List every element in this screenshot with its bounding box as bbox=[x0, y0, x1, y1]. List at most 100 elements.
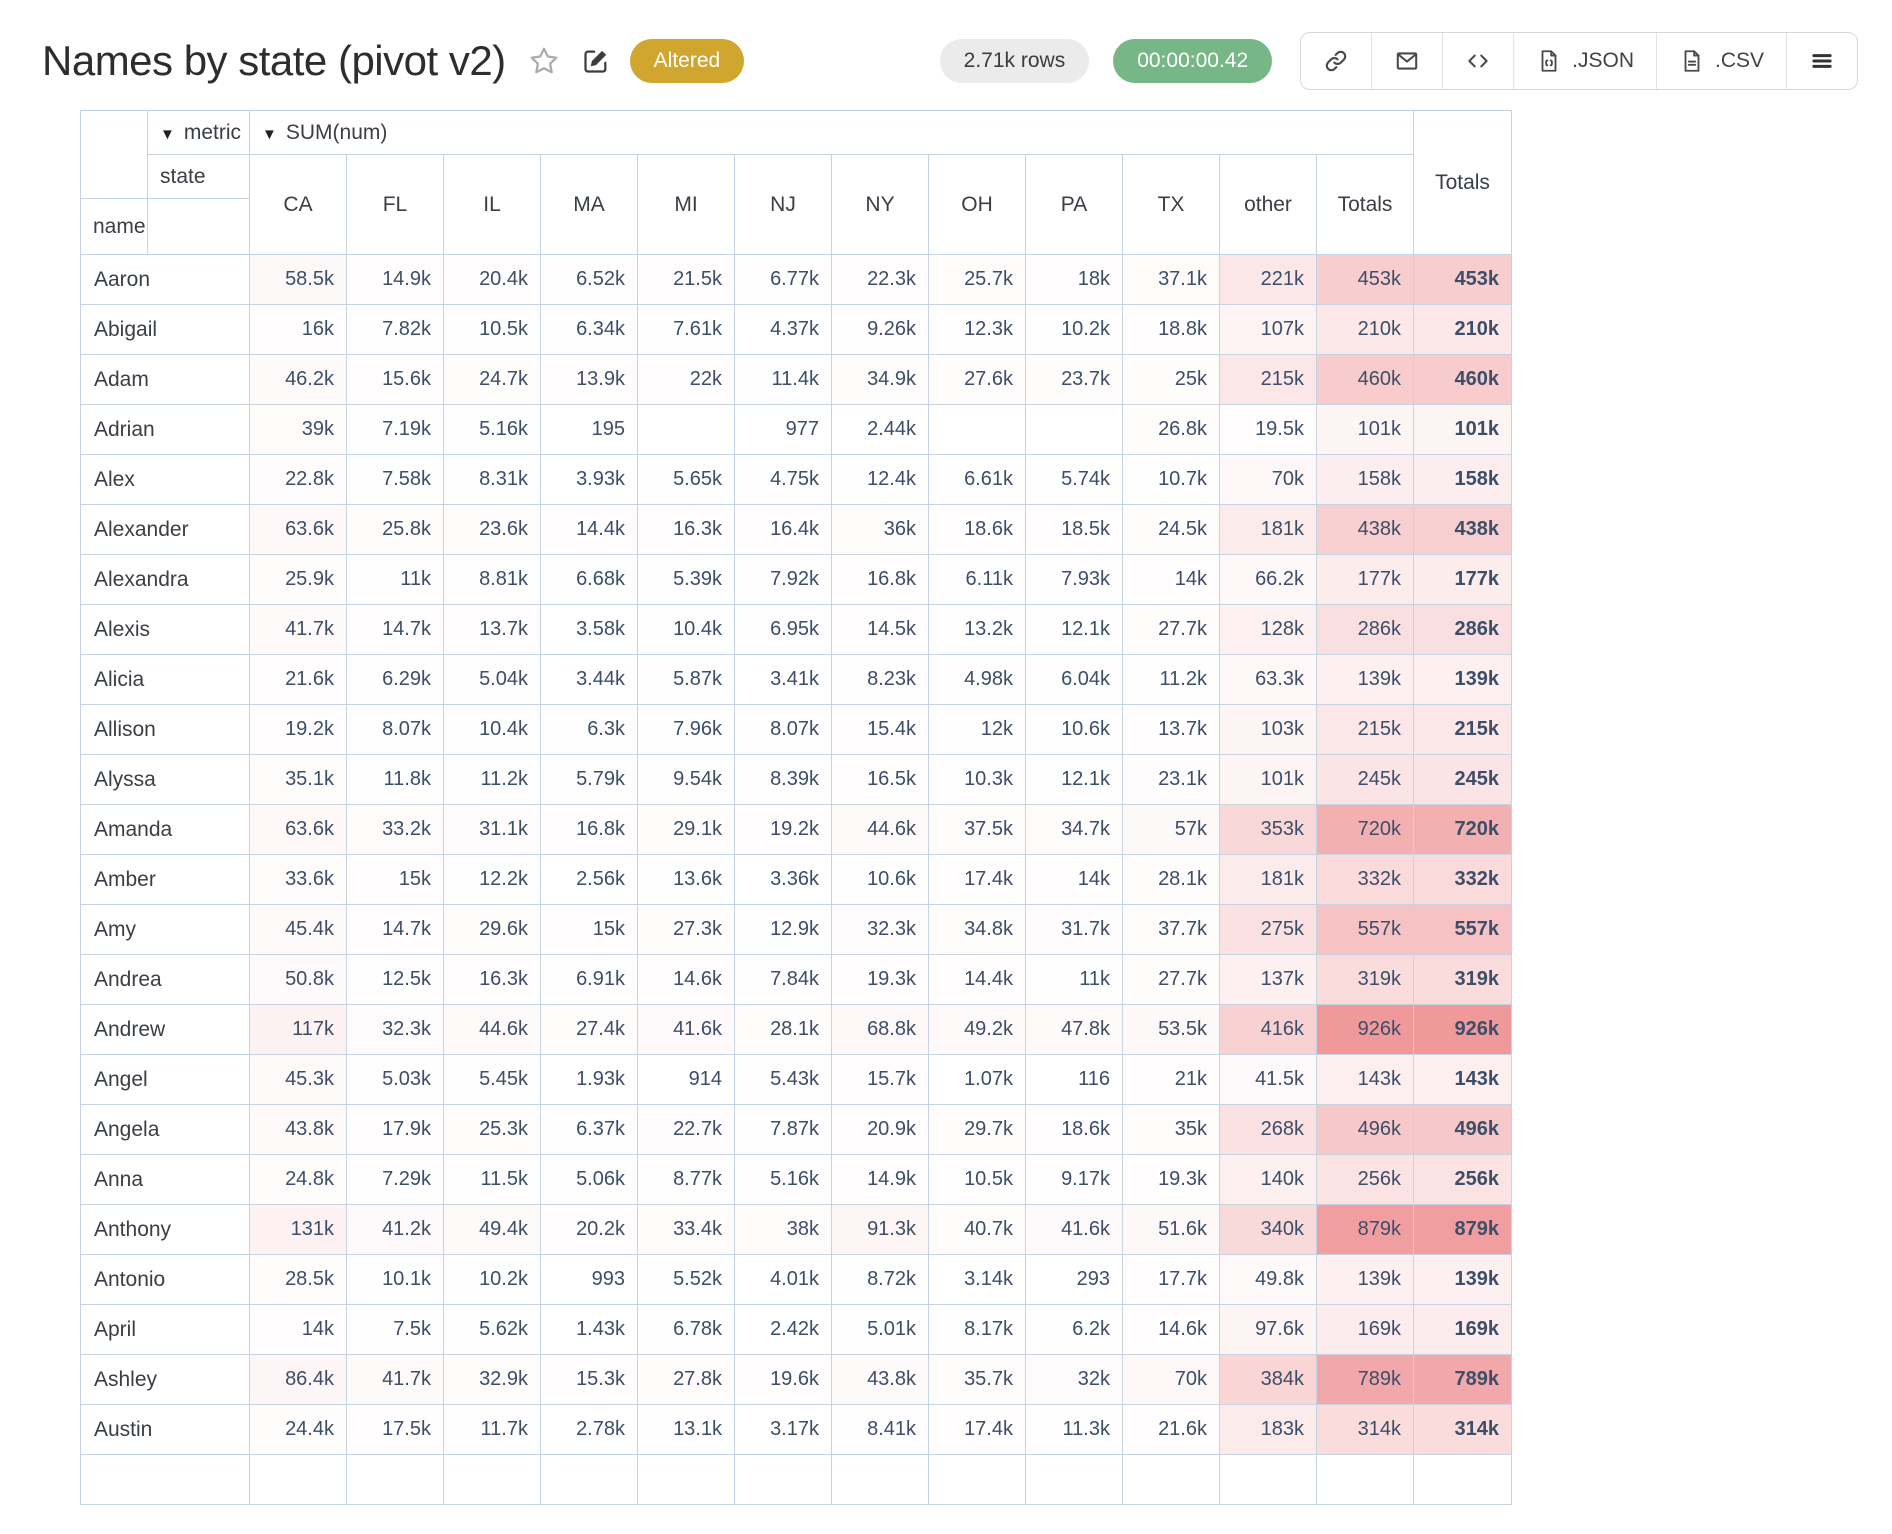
value-cell: 6.34k bbox=[540, 304, 638, 355]
row-subtotal-cell: 319k bbox=[1316, 954, 1414, 1005]
value-cell: 8.39k bbox=[734, 754, 832, 805]
column-header-ca: CA bbox=[249, 154, 347, 255]
value-cell: 35.1k bbox=[249, 754, 347, 805]
row-grand-total-cell: 139k bbox=[1413, 654, 1512, 705]
blank-header-cell bbox=[147, 198, 250, 255]
value-cell: 27.7k bbox=[1122, 604, 1220, 655]
value-cell: 33.2k bbox=[346, 804, 444, 855]
pivot-body: Aaron 58.5k 14.9k 20.4k 6.52k 21.5k 6.77k 22.3k… bbox=[80, 254, 1512, 1505]
value-cell: 8.23k bbox=[831, 654, 929, 705]
value-cell: 14.4k bbox=[928, 954, 1026, 1005]
value-cell: 17.4k bbox=[928, 1404, 1026, 1455]
value-cell: 51.6k bbox=[1122, 1204, 1220, 1255]
value-cell: 19.5k bbox=[1219, 404, 1317, 455]
value-cell: 5.06k bbox=[540, 1154, 638, 1205]
edit-name-icon[interactable] bbox=[582, 47, 610, 75]
value-cell: 7.96k bbox=[637, 704, 735, 755]
row-subtotal-cell: 332k bbox=[1316, 854, 1414, 905]
column-header-totals: Totals bbox=[1316, 154, 1414, 255]
clipped-cell bbox=[443, 1454, 541, 1505]
sum-num-dropdown[interactable]: ▼ SUM(num) bbox=[249, 110, 1414, 155]
value-cell: 19.2k bbox=[249, 704, 347, 755]
value-cell: 131k bbox=[249, 1204, 347, 1255]
value-cell: 39k bbox=[249, 404, 347, 455]
value-cell: 3.93k bbox=[540, 454, 638, 505]
value-cell: 10.4k bbox=[443, 704, 541, 755]
row-subtotal-cell: 314k bbox=[1316, 1404, 1414, 1455]
row-grand-total-cell: 177k bbox=[1413, 554, 1512, 605]
row-name-label: Alex bbox=[80, 454, 250, 505]
value-cell: 10.1k bbox=[346, 1254, 444, 1305]
download-csv-button[interactable]: .CSV bbox=[1655, 33, 1786, 89]
value-cell: 8.07k bbox=[734, 704, 832, 755]
csv-button-label: .CSV bbox=[1714, 49, 1764, 72]
value-cell: 28.1k bbox=[734, 1004, 832, 1055]
value-cell: 13.7k bbox=[443, 604, 541, 655]
value-cell: 2.78k bbox=[540, 1404, 638, 1455]
value-cell: 28.5k bbox=[249, 1254, 347, 1305]
value-cell: 19.6k bbox=[734, 1354, 832, 1405]
clipped-cell bbox=[1122, 1454, 1220, 1505]
value-cell: 10.2k bbox=[1025, 304, 1123, 355]
share-link-button[interactable] bbox=[1301, 33, 1371, 89]
value-cell: 24.4k bbox=[249, 1404, 347, 1455]
value-cell: 7.58k bbox=[346, 454, 444, 505]
link-icon bbox=[1323, 48, 1349, 74]
altered-badge[interactable]: Altered bbox=[629, 39, 745, 83]
pivot-row: Alexis 41.7k 14.7k 13.7k 3.58k 10.4k 6.95k 14.5… bbox=[80, 604, 1512, 655]
column-header-other: other bbox=[1219, 154, 1317, 255]
clipped-cell bbox=[637, 1454, 735, 1505]
metric-dropdown[interactable]: ▼ metric bbox=[147, 110, 250, 155]
row-subtotal-cell: 101k bbox=[1316, 404, 1414, 455]
value-cell: 66.2k bbox=[1219, 554, 1317, 605]
value-cell: 15.3k bbox=[540, 1354, 638, 1405]
value-cell: 29.7k bbox=[928, 1104, 1026, 1155]
name-attribute-label[interactable]: name bbox=[80, 198, 148, 255]
value-cell: 27.7k bbox=[1122, 954, 1220, 1005]
value-cell: 14.9k bbox=[831, 1154, 929, 1205]
row-name-label: Amy bbox=[80, 904, 250, 955]
row-grand-total-cell: 169k bbox=[1413, 1304, 1512, 1355]
value-cell: 11.2k bbox=[1122, 654, 1220, 705]
value-cell: 11.8k bbox=[346, 754, 444, 805]
embed-code-button[interactable] bbox=[1442, 33, 1513, 89]
column-header-oh: OH bbox=[928, 154, 1026, 255]
value-cell: 11.5k bbox=[443, 1154, 541, 1205]
email-button[interactable] bbox=[1371, 33, 1442, 89]
value-cell: 49.8k bbox=[1219, 1254, 1317, 1305]
row-subtotal-cell: 496k bbox=[1316, 1104, 1414, 1155]
value-cell: 43.8k bbox=[249, 1104, 347, 1155]
value-cell: 4.01k bbox=[734, 1254, 832, 1305]
pivot-row: Alicia 21.6k 6.29k 5.04k 3.44k 5.87k 3.41k 8.23… bbox=[80, 654, 1512, 705]
pivot-row: Aaron 58.5k 14.9k 20.4k 6.52k 21.5k 6.77k 22.3k… bbox=[80, 254, 1512, 305]
row-name-label: Angela bbox=[80, 1104, 250, 1155]
value-cell: 14.5k bbox=[831, 604, 929, 655]
clipped-row bbox=[80, 1454, 1512, 1505]
value-cell: 128k bbox=[1219, 604, 1317, 655]
clipped-cell bbox=[1025, 1454, 1123, 1505]
row-subtotal-cell: 720k bbox=[1316, 804, 1414, 855]
value-cell: 2.56k bbox=[540, 854, 638, 905]
value-cell: 47.8k bbox=[1025, 1004, 1123, 1055]
pivot-row: Andrea 50.8k 12.5k 16.3k 6.91k 14.6k 7.84k 19.3… bbox=[80, 954, 1512, 1005]
value-cell: 21.5k bbox=[637, 254, 735, 305]
value-cell: 7.93k bbox=[1025, 554, 1123, 605]
clipped-cell bbox=[346, 1454, 444, 1505]
pivot-row: Adrian 39k 7.19k 5.16k 195 977 2.44k 26.8k 19.5k… bbox=[80, 404, 1512, 455]
state-attribute-label[interactable]: state bbox=[147, 154, 250, 199]
download-json-button[interactable]: .JSON bbox=[1513, 33, 1656, 89]
value-cell: 35k bbox=[1122, 1104, 1220, 1155]
value-cell: 21k bbox=[1122, 1054, 1220, 1105]
value-cell: 22.3k bbox=[831, 254, 929, 305]
value-cell: 25.3k bbox=[443, 1104, 541, 1155]
favorite-star-icon[interactable] bbox=[528, 45, 560, 77]
value-cell: 16k bbox=[249, 304, 347, 355]
value-cell: 3.58k bbox=[540, 604, 638, 655]
row-name-label: Austin bbox=[80, 1404, 250, 1455]
more-menu-button[interactable] bbox=[1786, 33, 1857, 89]
value-cell: 17.5k bbox=[346, 1404, 444, 1455]
value-cell: 41.7k bbox=[249, 604, 347, 655]
row-name-label: Aaron bbox=[80, 254, 250, 305]
value-cell: 12.3k bbox=[928, 304, 1026, 355]
value-cell: 10.4k bbox=[637, 604, 735, 655]
